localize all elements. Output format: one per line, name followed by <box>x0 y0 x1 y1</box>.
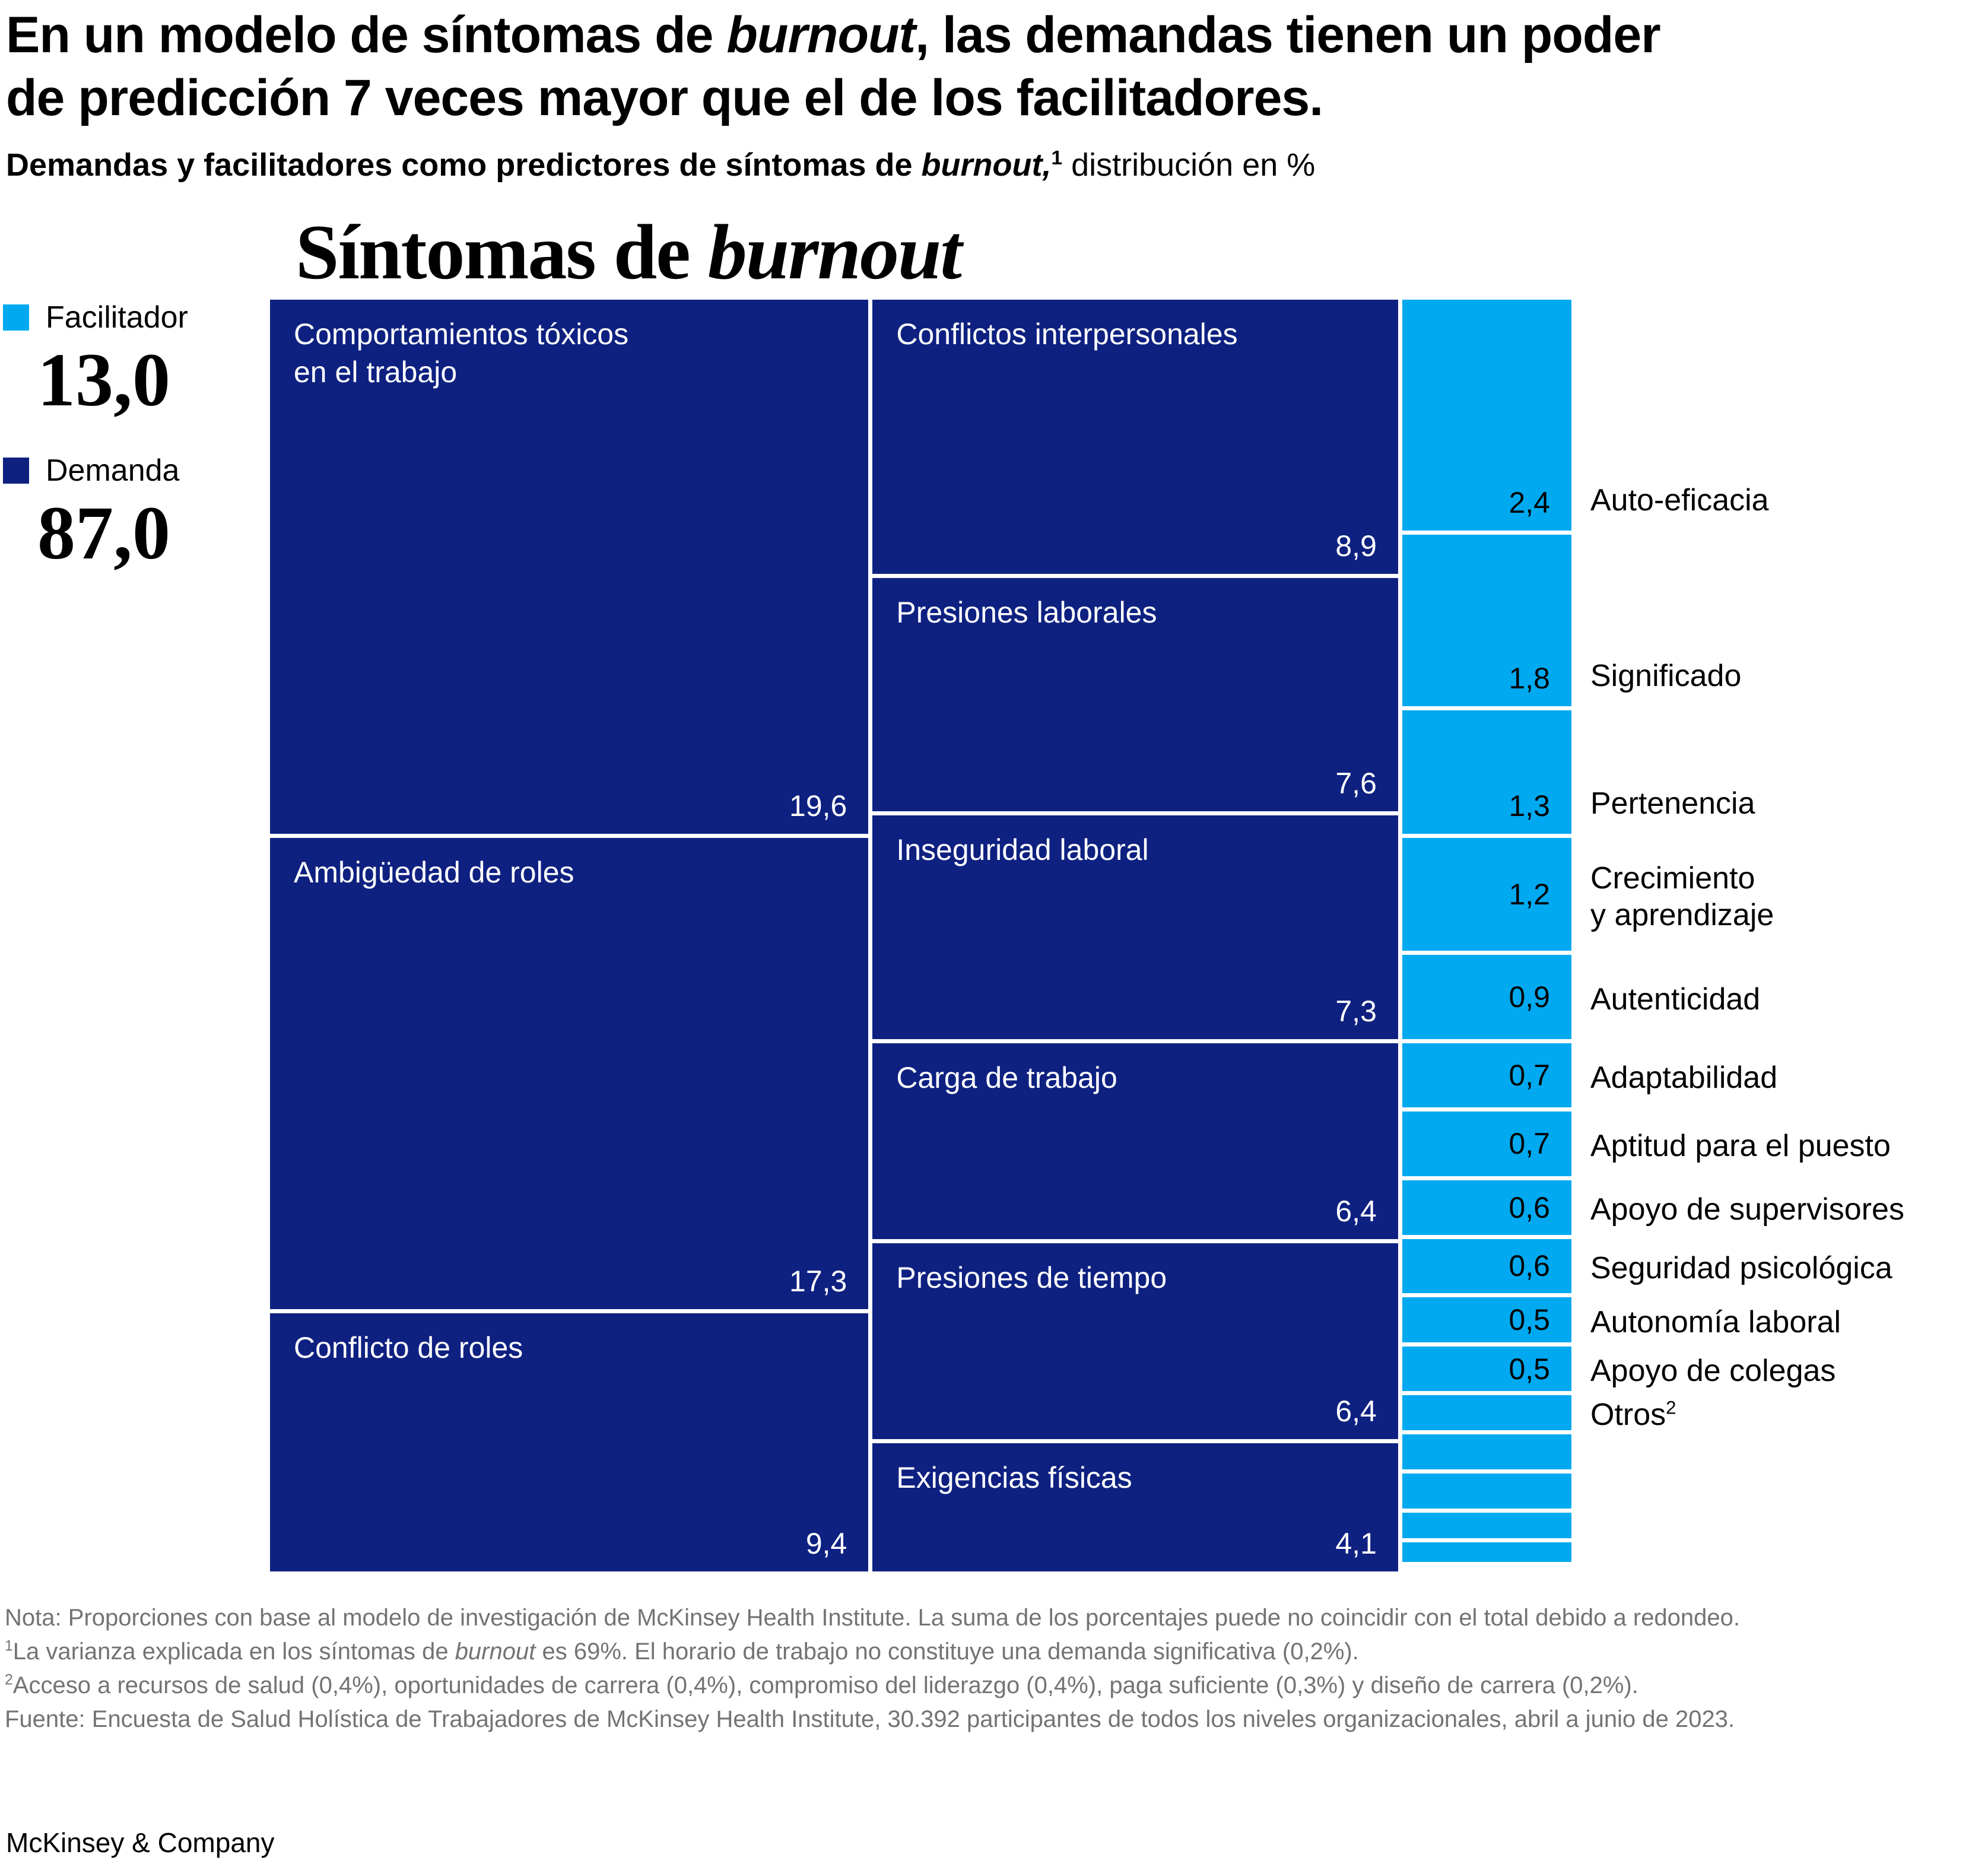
block-label: Inseguridad laboral <box>896 833 1149 866</box>
facilitator-label: Crecimiento y aprendizaje <box>1590 860 1774 932</box>
facilitator-label: Apoyo de colegas <box>1590 1354 1836 1389</box>
chart-block: 0,9 <box>1402 955 1571 1039</box>
block-label: Carga de trabajo <box>896 1061 1117 1095</box>
chart-block: Conflicto de roles 9,4 <box>270 1313 869 1571</box>
chart-title: Síntomas de burnout <box>296 208 962 296</box>
chart-block-otros-4 <box>1402 1513 1571 1538</box>
block-value: 7,6 <box>1335 766 1377 800</box>
block-value: 6,4 <box>1335 1395 1377 1428</box>
chart-block: Presiones de tiempo 6,4 <box>872 1243 1398 1440</box>
chart-block: 1,2 <box>1402 837 1571 951</box>
chart-block-otros-2 <box>1402 1434 1571 1470</box>
block-value: 1,8 <box>1509 662 1550 696</box>
block-value: 4,1 <box>1335 1526 1377 1560</box>
facilitator-label: Significado <box>1590 659 1742 694</box>
block-value: 8,9 <box>1335 529 1377 563</box>
page-title-line1: En un modelo de síntomas de burnout, las… <box>6 7 1661 63</box>
block-label: Conflictos interpersonales <box>896 317 1238 351</box>
block-value: 9,4 <box>805 1526 847 1560</box>
brand-logo: McKinsey & Company <box>6 1827 275 1858</box>
chart-block: Conflictos interpersonales 8,9 <box>872 300 1398 574</box>
chart-block: 0,6 <box>1402 1180 1571 1235</box>
chart-block: Exigencias físicas 4,1 <box>872 1443 1398 1571</box>
block-label: Presiones de tiempo <box>896 1261 1167 1295</box>
page-title-line2: de predicción 7 veces mayor que el de lo… <box>6 69 1323 126</box>
chart-block: 2,4 <box>1402 300 1571 531</box>
facilitator-label: Otros2 <box>1590 1397 1676 1433</box>
block-value: 1,3 <box>1509 789 1550 823</box>
chart-block: 0,6 <box>1402 1239 1571 1294</box>
block-value: 0,7 <box>1509 1059 1550 1093</box>
block-value: 0,9 <box>1509 980 1550 1014</box>
block-value: 19,6 <box>789 789 847 823</box>
legend-label: Demanda <box>46 453 180 488</box>
footnote-2: 2Acceso a recursos de salud (0,4%), opor… <box>5 1672 1638 1698</box>
marimekko-chart: Comportamientos tóxicos en el trabajo 19,… <box>0 300 1988 1571</box>
footnote-1: 1La varianza explicada en los síntomas d… <box>5 1638 1359 1665</box>
chart-block: 0,7 <box>1402 1043 1571 1108</box>
chart-block: 0,7 <box>1402 1112 1571 1176</box>
facilitator-label: Pertenencia <box>1590 786 1755 821</box>
block-label: Conflicto de roles <box>294 1330 523 1364</box>
chart-block: 1,3 <box>1402 710 1571 834</box>
chart-block-otros-1 <box>1402 1395 1571 1431</box>
legend-value: 13,0 <box>37 338 170 422</box>
block-value: 1,2 <box>1509 878 1550 912</box>
page-title: En un modelo de síntomas de burnout, las… <box>6 4 1964 129</box>
block-value: 6,4 <box>1335 1195 1377 1228</box>
chart-block: Presiones laborales 7,6 <box>872 577 1398 811</box>
facilitator-label: Autonomía laboral <box>1590 1304 1841 1339</box>
block-value: 17,3 <box>789 1264 847 1298</box>
block-value: 0,5 <box>1509 1303 1550 1337</box>
block-value: 0,7 <box>1509 1127 1550 1161</box>
column-demandas-2: Conflictos interpersonales 8,9 Presiones l… <box>872 300 1398 1571</box>
source-text: Fuente: Encuesta de Salud Holística de T… <box>5 1706 1735 1732</box>
block-value: 7,3 <box>1335 995 1377 1028</box>
block-value: 0,5 <box>1509 1352 1550 1386</box>
chart-subtitle: Demandas y facilitadores como predictore… <box>6 147 1316 183</box>
note-text: Nota: Proporciones con base al modelo de… <box>5 1605 1741 1631</box>
chart-block-otros-5 <box>1402 1542 1571 1562</box>
chart-block: Carga de trabajo 6,4 <box>872 1043 1398 1240</box>
legend-value: 87,0 <box>37 491 170 575</box>
chart-block: 0,5 <box>1402 1346 1571 1392</box>
legend-label: Facilitador <box>46 300 188 335</box>
block-label: Exigencias físicas <box>896 1461 1132 1495</box>
demanda-swatch <box>3 458 29 484</box>
column-demandas-1: Comportamientos tóxicos en el trabajo 19,… <box>270 300 869 1571</box>
block-value: 0,6 <box>1509 1190 1550 1224</box>
facilitator-label: Seguridad psicológica <box>1590 1250 1892 1285</box>
block-label: Presiones laborales <box>896 595 1157 629</box>
block-value: 2,4 <box>1509 485 1550 519</box>
footnotes: Nota: Proporciones con base al modelo de… <box>5 1601 1951 1736</box>
block-label: Ambigüedad de roles <box>294 856 574 890</box>
facilitator-label: Aptitud para el puesto <box>1590 1128 1891 1163</box>
facilitator-label: Autenticidad <box>1590 982 1761 1017</box>
chart-block: Inseguridad laboral 7,3 <box>872 815 1398 1040</box>
facilitator-label: Auto-eficacia <box>1590 482 1769 517</box>
chart-block: 1,8 <box>1402 534 1571 707</box>
facilitator-label: Adaptabilidad <box>1590 1060 1778 1095</box>
chart-block: Comportamientos tóxicos en el trabajo 19,… <box>270 300 869 834</box>
block-value: 0,6 <box>1509 1249 1550 1283</box>
block-label: Comportamientos tóxicos en el trabajo <box>294 317 629 389</box>
column-facilitadores: 2,4 1,8 1,3 1,2 0,9 0,7 0,7 0,6 0,6 0,5 0,5 <box>1402 300 1571 1571</box>
facilitador-swatch <box>3 304 29 331</box>
chart-block: 0,5 <box>1402 1297 1571 1342</box>
chart-block: Ambigüedad de roles 17,3 <box>270 838 869 1309</box>
chart-block-otros-3 <box>1402 1474 1571 1509</box>
facilitator-label: Apoyo de supervisores <box>1590 1192 1904 1227</box>
